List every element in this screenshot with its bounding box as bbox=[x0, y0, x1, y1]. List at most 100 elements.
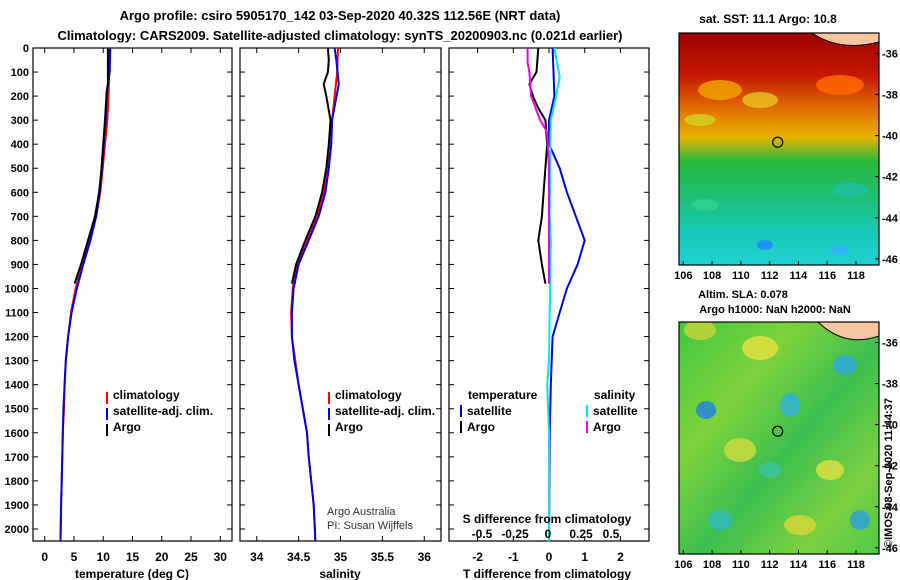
x-tick-label: 0 bbox=[546, 550, 553, 564]
legend-argo-label: Argo bbox=[335, 420, 363, 434]
map-lat-label: -44 bbox=[882, 502, 899, 514]
sst-patch bbox=[831, 245, 849, 255]
map-lon-label: 118 bbox=[847, 270, 865, 282]
depth-tick-label: 1200 bbox=[5, 332, 29, 344]
x-tick-label: 10 bbox=[97, 550, 111, 564]
credit-annotation-line1: Argo Australia bbox=[327, 506, 396, 518]
depth-tick-label: 100 bbox=[11, 67, 29, 79]
x-tick-label: 2 bbox=[617, 550, 624, 564]
depth-tick-label: 500 bbox=[11, 163, 29, 175]
depth-tick-label: 900 bbox=[11, 259, 29, 271]
s-diff-tick-label: -0.5 bbox=[472, 527, 493, 541]
map-lon-label: 108 bbox=[703, 270, 721, 282]
sla-patch bbox=[684, 322, 716, 340]
x-tick-label: 35 bbox=[334, 550, 348, 564]
map-lat-label: -36 bbox=[882, 338, 898, 350]
s-diff-tick-label: 0.5 bbox=[603, 527, 620, 541]
s-diff-tick-label: -0.25 bbox=[501, 527, 529, 541]
sst-map-frame bbox=[678, 32, 880, 266]
legend-temperature-title: temperature bbox=[468, 388, 538, 402]
sla-patch bbox=[833, 355, 857, 375]
sla-patch bbox=[758, 462, 782, 478]
depth-tick-label: 800 bbox=[11, 235, 29, 247]
argo-float-marker bbox=[772, 136, 784, 148]
sla-patch bbox=[816, 460, 844, 480]
depth-tick-label: 600 bbox=[11, 187, 29, 199]
x-tick-label: 34 bbox=[250, 550, 264, 564]
x-tick-label: 20 bbox=[155, 550, 169, 564]
s-diff-tick-label: 0.25 bbox=[569, 527, 593, 541]
series-argo bbox=[73, 48, 109, 285]
legend-sal-satellite-label: satellite bbox=[593, 404, 638, 418]
map-lat-label: -36 bbox=[882, 49, 898, 61]
sla-patch bbox=[784, 515, 816, 535]
legend-satellite-label: satellite-adj. clim. bbox=[113, 404, 213, 418]
depth-tick-label: 1800 bbox=[5, 476, 29, 488]
map-lat-label: -42 bbox=[882, 461, 898, 473]
salinity-x-axis-label: salinity bbox=[319, 567, 361, 580]
x-tick-label: 35.5 bbox=[371, 550, 395, 564]
depth-tick-label: 1400 bbox=[5, 380, 29, 392]
temperature-panel: 0100200300400500600700800900100011001200… bbox=[5, 43, 233, 580]
map-lon-label: 112 bbox=[761, 270, 779, 282]
map-lon-label: 110 bbox=[732, 270, 750, 282]
legend-climatology-label: climatology bbox=[335, 388, 402, 402]
map-lat-label: -44 bbox=[882, 213, 899, 225]
map-lat-label: -42 bbox=[882, 172, 898, 184]
s-diff-tick-label: 0 bbox=[545, 527, 552, 541]
map-lon-label: 108 bbox=[703, 559, 721, 571]
legend-temp-argo-label: Argo bbox=[467, 420, 495, 434]
sla-patch bbox=[742, 336, 778, 360]
depth-tick-label: 2000 bbox=[5, 524, 29, 536]
sst-patch bbox=[691, 199, 719, 211]
sst-map-panel: sat. SST: 11.1 Argo: 10.8 106 108 110 112 11… bbox=[674, 12, 899, 282]
depth-tick-label: 1300 bbox=[5, 356, 29, 368]
t-difference-x-axis-label: T difference from climatology bbox=[463, 567, 631, 580]
header-subtitle: Climatology: CARS2009. Satellite-adjuste… bbox=[58, 28, 623, 43]
sla-patch bbox=[708, 510, 732, 530]
x-tick-label: 30 bbox=[214, 550, 228, 564]
map-lon-label: 114 bbox=[790, 559, 809, 571]
legend-temp-satellite-label: satellite bbox=[467, 404, 512, 418]
salinity-legend: climatology satellite-adj. clim. Argo bbox=[328, 388, 435, 436]
depth-tick-label: 700 bbox=[11, 211, 29, 223]
sla-map-frame bbox=[678, 321, 880, 555]
x-tick-label: -2 bbox=[472, 550, 483, 564]
x-tick-label: 25 bbox=[184, 550, 198, 564]
depth-tick-label: 0 bbox=[23, 43, 29, 55]
map-lat-label: -46 bbox=[882, 254, 898, 266]
sst-patch bbox=[816, 75, 864, 95]
map-lat-label: -40 bbox=[882, 420, 898, 432]
legend-climatology-label: climatology bbox=[113, 388, 180, 402]
s-difference-axis-label: S difference from climatology bbox=[463, 512, 632, 526]
map-lat-label: -38 bbox=[882, 90, 898, 102]
map-lon-label: 106 bbox=[674, 559, 692, 571]
temperature-plot-frame bbox=[32, 47, 233, 542]
difference-legend: temperature salinity satellite Argo sate… bbox=[460, 388, 638, 434]
legend-argo-label: Argo bbox=[113, 420, 141, 434]
sla-patch bbox=[696, 401, 716, 419]
salinity-panel: 34 34.5 35 35.5 36 climatology satellite-adj… bbox=[239, 47, 442, 580]
sla-patch bbox=[850, 510, 870, 530]
depth-tick-label: 200 bbox=[11, 91, 29, 103]
series-satellite-adj-clim- bbox=[290, 47, 340, 542]
series-argo bbox=[290, 47, 332, 284]
sla-map-panel: Altim. SLA: 0.078 Argo h1000: NaN h2000:… bbox=[674, 289, 899, 571]
sst-map-title: sat. SST: 11.1 Argo: 10.8 bbox=[699, 12, 837, 26]
temperature-legend: climatology satellite-adj. clim. Argo bbox=[106, 388, 213, 436]
sst-patch bbox=[684, 114, 716, 126]
map-lat-label: -40 bbox=[882, 131, 898, 143]
argo-float-marker bbox=[772, 425, 784, 437]
sst-patch bbox=[698, 80, 742, 100]
x-tick-label: 0 bbox=[41, 550, 48, 564]
map-lon-label: 114 bbox=[790, 270, 809, 282]
series-salinity-satellite bbox=[546, 47, 561, 541]
map-lat-label: -38 bbox=[882, 379, 898, 391]
x-tick-label: 34.5 bbox=[287, 550, 311, 564]
map-lon-label: 112 bbox=[761, 559, 779, 571]
difference-panel: -2 -1 0 1 2 temperature salinity satellite A… bbox=[448, 47, 650, 580]
legend-sal-argo-label: Argo bbox=[593, 420, 621, 434]
map-lon-label: 118 bbox=[847, 559, 865, 571]
depth-tick-label: 1900 bbox=[5, 500, 29, 512]
depth-tick-label: 1100 bbox=[5, 308, 29, 320]
